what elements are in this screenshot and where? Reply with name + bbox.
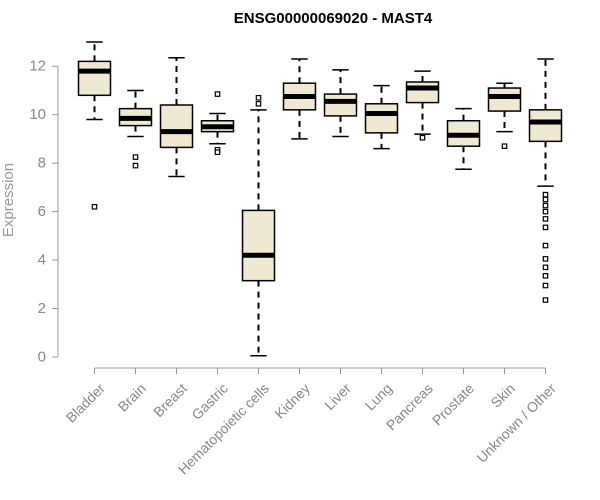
y-tick-label: 8 — [38, 155, 46, 172]
outlier-point — [542, 256, 549, 262]
x-tick-label: Bladder — [63, 380, 109, 426]
box-lung — [364, 84, 399, 150]
outlier-point — [214, 149, 221, 156]
x-tick-label: Lung — [362, 380, 395, 413]
box-liver — [323, 69, 358, 138]
outlier-point — [542, 224, 549, 231]
outlier-point — [255, 100, 262, 107]
chart-title: ENSG00000069020 - MAST4 — [234, 10, 433, 27]
outlier-point — [542, 216, 549, 222]
iqr-box — [528, 109, 563, 143]
x-tick-label: Skin — [487, 380, 518, 411]
outlier-point — [542, 208, 549, 215]
box-kidney — [282, 58, 317, 140]
box-breast — [159, 57, 194, 178]
y-axis: 0 2 4 6 8 10 12 — [29, 58, 59, 366]
iqr-box — [364, 103, 399, 134]
outlier-point — [542, 282, 549, 289]
y-tick-label: 12 — [29, 58, 46, 75]
box-pancreas — [405, 70, 440, 141]
outlier-point — [542, 297, 549, 303]
box-brain — [118, 89, 153, 169]
box-bladder — [77, 41, 112, 210]
box-group — [77, 41, 563, 357]
outlier-point — [132, 154, 139, 160]
x-tick-label: Breast — [150, 380, 190, 420]
outlier-point — [255, 94, 262, 101]
iqr-box — [323, 93, 358, 117]
iqr-box — [487, 87, 522, 112]
x-tick-label: Kidney — [271, 380, 313, 422]
box-hematopoietic-cells — [241, 94, 276, 357]
y-tick-label: 6 — [38, 203, 46, 220]
x-tick-label: Prostate — [429, 380, 477, 428]
outlier-point — [132, 162, 139, 169]
iqr-box — [77, 60, 112, 97]
outlier-point — [542, 242, 549, 249]
x-tick-label: Liver — [321, 380, 354, 413]
outlier-point — [542, 202, 549, 209]
box-skin — [487, 82, 522, 149]
y-axis-label: Expression — [0, 163, 17, 237]
outlier-point — [214, 91, 221, 97]
iqr-box — [405, 81, 440, 104]
outlier-point — [542, 273, 549, 279]
outlier-point — [419, 134, 426, 141]
y-tick-label: 2 — [38, 300, 46, 317]
box-gastric — [200, 91, 235, 156]
iqr-box — [159, 104, 194, 149]
box-unknown-other — [528, 58, 563, 303]
outlier-point — [91, 203, 98, 210]
y-tick-label: 0 — [38, 349, 46, 366]
y-tick-label: 4 — [38, 252, 46, 269]
box-prostate — [446, 107, 481, 170]
outlier-point — [542, 264, 549, 271]
y-tick-label: 10 — [29, 106, 46, 123]
outlier-point — [542, 196, 549, 203]
iqr-box — [241, 209, 276, 282]
x-tick-label: Brain — [115, 380, 149, 414]
outlier-point — [542, 191, 549, 198]
outlier-point — [501, 143, 508, 149]
